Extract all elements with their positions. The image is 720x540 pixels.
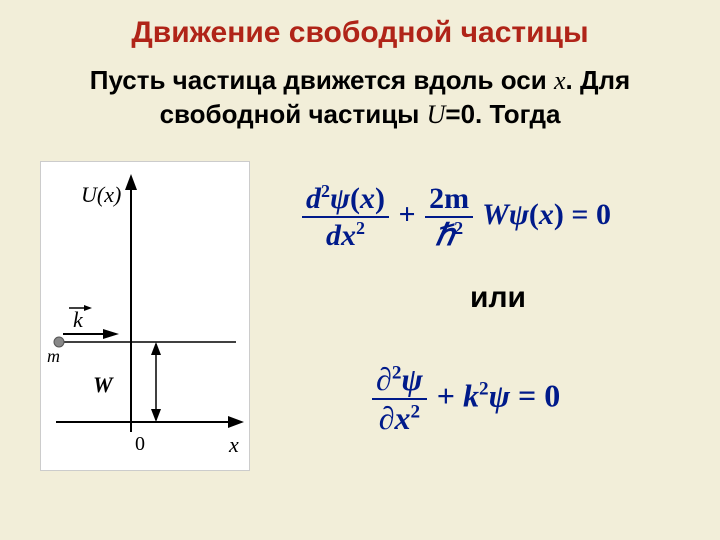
potential-diagram: U(x) x 0 k m W bbox=[40, 161, 250, 471]
diagram-svg: U(x) x 0 k m W bbox=[41, 162, 251, 472]
eq1-sup2: 2 bbox=[356, 218, 365, 238]
eq1-frac2: 2m ℏ2 bbox=[425, 182, 473, 253]
para-U: U bbox=[427, 100, 446, 129]
para-x: x bbox=[554, 66, 566, 95]
para-part1: Пусть частица движется вдоль оси bbox=[90, 65, 554, 95]
eq2-eq0: = 0 bbox=[510, 377, 560, 413]
eq1-psi2: ψ bbox=[509, 198, 529, 231]
eq2-sup2: 2 bbox=[411, 401, 421, 422]
k-vector-arrow bbox=[103, 329, 119, 339]
eq1-x1: x bbox=[360, 182, 375, 215]
eq2-frac: ∂2ψ ∂x2 bbox=[372, 361, 427, 437]
schrodinger-equation: d2ψ(x) dx2 + 2m ℏ2 Wψ(x) = 0 bbox=[300, 181, 611, 253]
W-arrow-up bbox=[151, 342, 161, 355]
m-label: m bbox=[47, 346, 60, 366]
eq1-2m: 2m bbox=[429, 182, 469, 215]
or-label: или bbox=[470, 281, 526, 315]
eq1-hbar: ℏ bbox=[435, 219, 454, 252]
para-part3: =0. Тогда bbox=[445, 99, 560, 129]
x-axis-arrow bbox=[228, 416, 244, 428]
content-area: U(x) x 0 k m W d2ψ(x) dx2 + 2m ℏ2 Wψ(x) … bbox=[0, 131, 720, 501]
y-axis-label: U(x) bbox=[81, 182, 121, 207]
eq2-p1: ∂ bbox=[376, 361, 392, 397]
eq1-open1: ( bbox=[350, 182, 360, 215]
W-label: W bbox=[93, 372, 114, 397]
eq2-k2: 2 bbox=[479, 379, 489, 400]
eq1-psi1: ψ bbox=[330, 182, 350, 215]
eq2-x: x bbox=[395, 400, 411, 436]
eq2-sup1: 2 bbox=[392, 362, 402, 383]
eq1-x2: x bbox=[341, 219, 356, 252]
W-arrow-down bbox=[151, 409, 161, 422]
eq2-psi1: ψ bbox=[401, 361, 422, 397]
intro-paragraph: Пусть частица движется вдоль оси x. Для … bbox=[0, 50, 720, 131]
eq1-close1: ) bbox=[375, 182, 385, 215]
eq1-sup1: 2 bbox=[321, 181, 330, 201]
eq1-d1: d bbox=[306, 182, 321, 215]
eq1-frac1: d2ψ(x) dx2 bbox=[302, 181, 389, 253]
helmholtz-equation: ∂2ψ ∂x2 + k2ψ = 0 bbox=[370, 361, 560, 437]
page-title: Движение свободной частицы bbox=[0, 0, 720, 50]
x-axis-label: x bbox=[228, 432, 239, 457]
k-overline-arrow bbox=[84, 305, 92, 311]
k-label: k bbox=[73, 307, 84, 332]
eq1-W: W bbox=[482, 198, 509, 231]
origin-label: 0 bbox=[135, 433, 145, 455]
y-axis-arrow bbox=[125, 174, 137, 190]
eq2-p2: ∂ bbox=[379, 400, 395, 436]
eq1-x3: x bbox=[539, 198, 554, 231]
eq1-d2: d bbox=[326, 219, 341, 252]
eq1-hbar2: 2 bbox=[454, 218, 463, 238]
eq2-psi2: ψ bbox=[489, 377, 510, 413]
eq1-open2: ( bbox=[529, 198, 539, 231]
eq1-close2: ) bbox=[554, 198, 564, 231]
eq2-plus: + bbox=[437, 377, 463, 413]
eq1-eq0: = 0 bbox=[564, 198, 611, 231]
eq1-plus: + bbox=[399, 198, 424, 231]
eq2-k: k bbox=[463, 377, 479, 413]
